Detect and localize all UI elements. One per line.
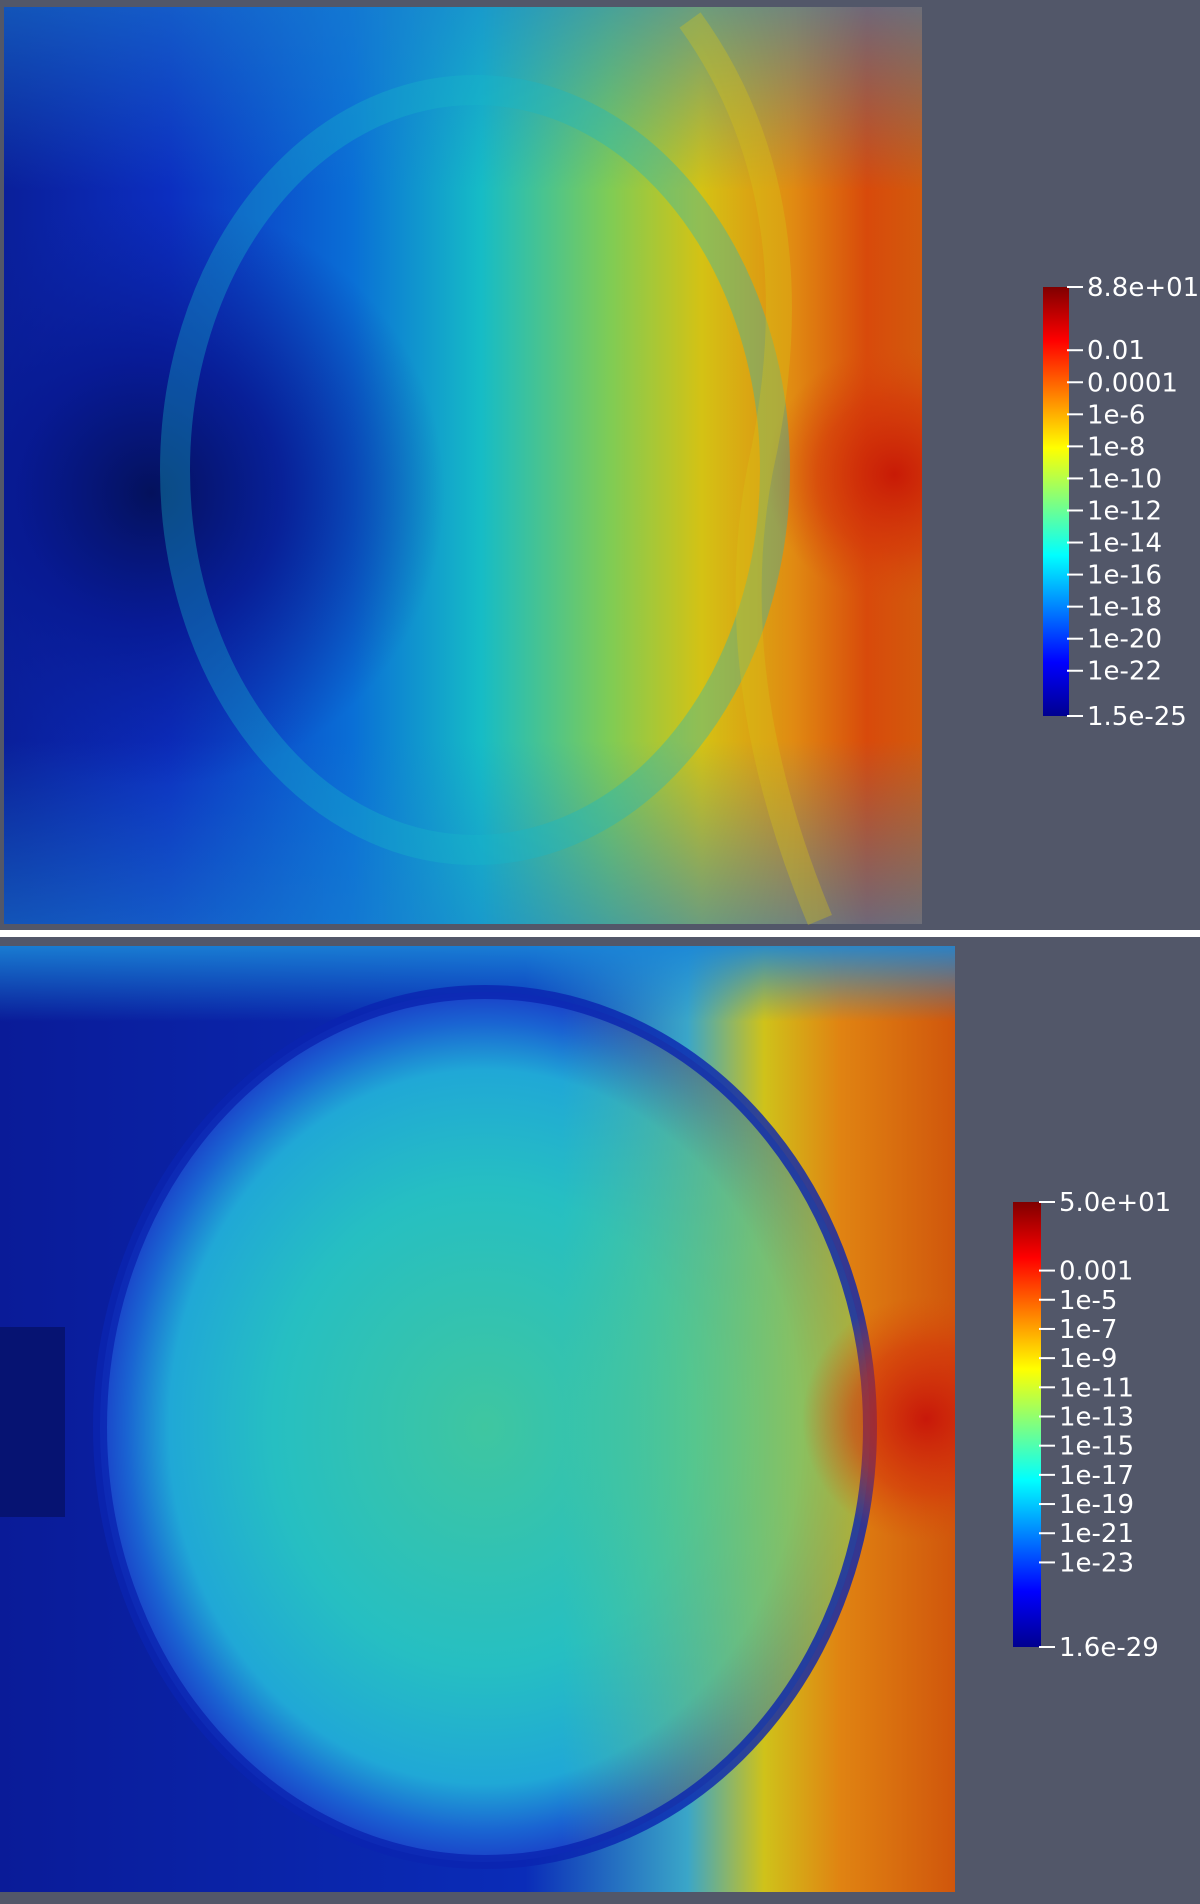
colorbar-gradient xyxy=(1013,1202,1041,1647)
colorbar-tick-label: 0.001 xyxy=(1059,1257,1133,1287)
colorbar-tick-label: 1e-13 xyxy=(1059,1402,1134,1432)
colorbar-tick-label: 0.01 xyxy=(1087,336,1145,366)
colorbar-tick-label: 1e-9 xyxy=(1059,1344,1117,1374)
top-heatmap-figure: 8.8e+01 0.010.00011e-61e-81e-101e-121e-14… xyxy=(4,7,1199,925)
colorbar-tick-label: 1e-20 xyxy=(1087,625,1162,655)
colorbar-tick-label: 1e-22 xyxy=(1087,657,1162,687)
bottom-heatmap-figure: 5.0e+010.0011e-51e-71e-91e-111e-131e-151… xyxy=(0,946,1171,1892)
colorbar-tick-label: 0.0001 xyxy=(1087,368,1178,398)
colorbar-tick-label: 1e-8 xyxy=(1087,432,1145,462)
colorbar-tick-label: 1e-7 xyxy=(1059,1315,1117,1345)
colorbar-tick-label: 1.5e-25 xyxy=(1087,702,1187,732)
bottom-panel: 5.0e+01 0.001 1e-5 1e-7 1e-9 1e-11 1e-13 1e-15 1… xyxy=(0,937,1200,1904)
colorbar-tick-label: 8.8e+01 xyxy=(1087,273,1199,303)
colorbar-tick-label: 1e-14 xyxy=(1087,529,1162,559)
colorbar-tick-label: 1e-18 xyxy=(1087,593,1162,623)
colorbar-gradient xyxy=(1043,287,1069,716)
top-heatmap-field xyxy=(4,7,922,925)
colorbar-tick-label: 1e-6 xyxy=(1087,400,1145,430)
colorbar-tick-label: 1e-16 xyxy=(1087,561,1162,591)
colorbar-tick-label: 1.6e-29 xyxy=(1059,1633,1159,1663)
colorbar-tick-label: 1e-12 xyxy=(1087,496,1162,526)
colorbar-tick-label: 1e-23 xyxy=(1059,1548,1134,1578)
colorbar-tick-label: 1e-10 xyxy=(1087,464,1162,494)
colorbar-tick-label: 1e-19 xyxy=(1059,1490,1134,1520)
colorbar-tick-label: 1e-21 xyxy=(1059,1519,1134,1549)
colorbar-tick-label: 1e-15 xyxy=(1059,1432,1134,1462)
colorbar-tick-label: 1e-5 xyxy=(1059,1286,1117,1316)
colorbar-tick-label: 5.0e+01 xyxy=(1059,1188,1171,1218)
top-colorbar: 8.8e+01 0.010.00011e-61e-81e-101e-121e-14… xyxy=(1043,273,1199,732)
bottom-heatmap-field xyxy=(0,946,955,1892)
bottom-colorbar: 5.0e+010.0011e-51e-71e-91e-111e-131e-151… xyxy=(1013,1188,1171,1663)
colorbar-tick-label: 1e-17 xyxy=(1059,1461,1134,1491)
colorbar-tick-label: 1e-11 xyxy=(1059,1373,1134,1403)
top-panel: 8.8e+01 0.01 0.0001 1e-6 1e-8 1e-10 1e-12 1e-14… xyxy=(0,0,1200,930)
